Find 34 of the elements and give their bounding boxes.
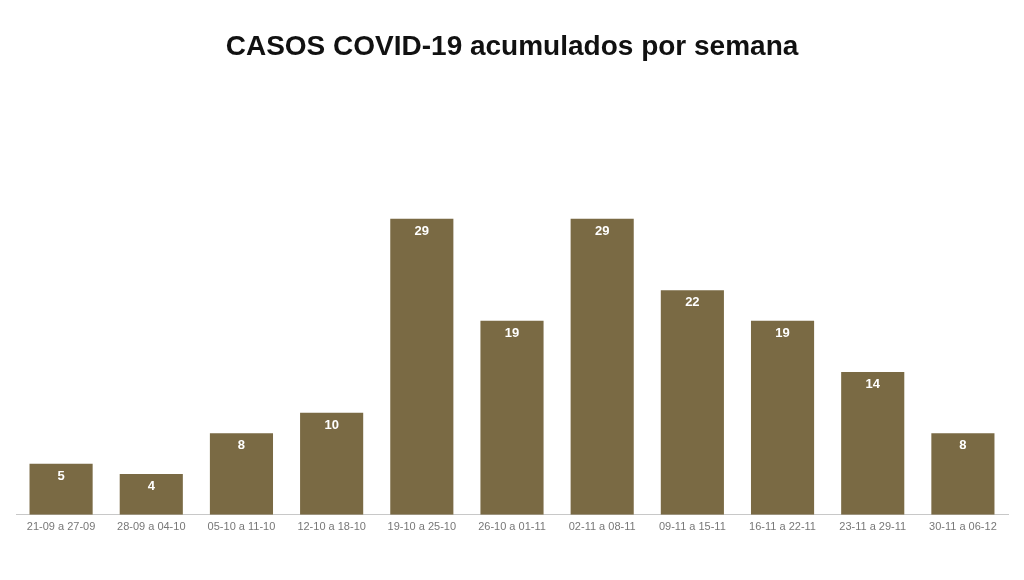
- bar: [300, 412, 364, 515]
- bar: [209, 433, 274, 515]
- x-tick-label: 09-11 a 15-11: [658, 520, 726, 533]
- data-label: 8: [959, 437, 967, 453]
- data-label: 14: [865, 375, 881, 391]
- data-label: 10: [324, 416, 339, 432]
- data-label: 4: [147, 478, 156, 494]
- x-tick-label: 12-10 a 18-10: [297, 520, 366, 533]
- data-label: 5: [57, 467, 65, 483]
- bar: [660, 290, 724, 515]
- bar: [390, 218, 454, 515]
- bar: [29, 463, 93, 515]
- data-label: 22: [685, 294, 700, 310]
- data-label: 19: [775, 324, 790, 340]
- data-label: 29: [414, 222, 430, 238]
- bar: [119, 473, 183, 515]
- x-tick-label: 28-09 a 04-10: [117, 520, 186, 533]
- x-tick-label: 19-10 a 25-10: [387, 520, 457, 533]
- data-label: 29: [594, 222, 610, 238]
- x-tick-label: 23-11 a 29-11: [839, 520, 907, 533]
- x-tick-label: 16-11 a 22-11: [749, 520, 816, 533]
- data-label: 19: [504, 324, 520, 340]
- bar: [931, 433, 995, 515]
- bar: [750, 320, 815, 515]
- data-label: 8: [237, 437, 246, 453]
- x-tick-label: 26-10 a 01-11: [478, 520, 546, 533]
- x-tick-label: 02-11 a 08-11: [568, 520, 636, 533]
- x-tick-label: 30-11 a 06-12: [929, 520, 997, 533]
- x-tick-label: 05-10 a 11-10: [207, 520, 276, 533]
- x-tick-label: 21-09 a 27-09: [26, 520, 96, 533]
- bar: [570, 218, 634, 515]
- bar: [841, 371, 905, 515]
- bar: [480, 320, 544, 515]
- chart-title: CASOS COVID-19 acumulados por semana: [225, 29, 799, 61]
